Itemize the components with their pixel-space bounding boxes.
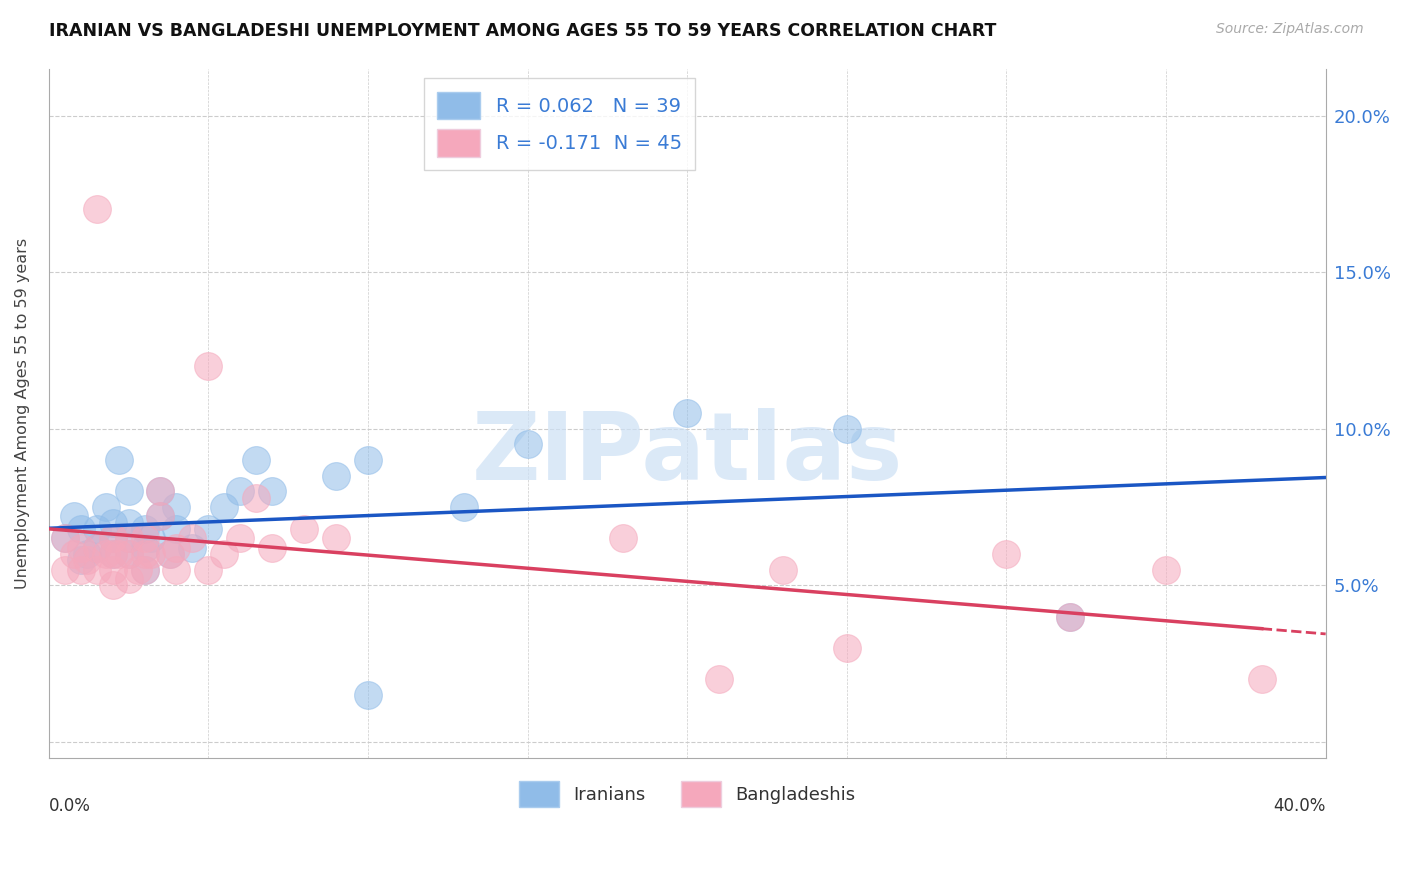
Point xyxy=(262,484,284,499)
Point xyxy=(325,532,347,546)
Point xyxy=(1250,673,1272,687)
Point xyxy=(101,532,124,546)
Point xyxy=(86,541,108,555)
Point xyxy=(245,453,267,467)
Point xyxy=(117,484,139,499)
Point xyxy=(197,522,219,536)
Point xyxy=(69,563,91,577)
Point xyxy=(181,532,204,546)
Point xyxy=(101,547,124,561)
Point xyxy=(76,553,98,567)
Point xyxy=(101,532,124,546)
Point xyxy=(676,406,699,420)
Point xyxy=(1059,609,1081,624)
Legend: Iranians, Bangladeshis: Iranians, Bangladeshis xyxy=(512,774,863,814)
Point xyxy=(197,359,219,373)
Point xyxy=(707,673,730,687)
Point xyxy=(86,541,108,555)
Point xyxy=(453,500,475,514)
Point xyxy=(86,202,108,217)
Point xyxy=(835,640,858,655)
Point xyxy=(835,422,858,436)
Point xyxy=(149,509,172,524)
Point xyxy=(63,547,86,561)
Point xyxy=(139,532,162,546)
Point xyxy=(149,509,172,524)
Point xyxy=(165,541,187,555)
Point xyxy=(69,522,91,536)
Point xyxy=(101,516,124,530)
Point xyxy=(197,563,219,577)
Point xyxy=(69,553,91,567)
Point xyxy=(165,500,187,514)
Point xyxy=(134,522,156,536)
Point xyxy=(53,532,76,546)
Point xyxy=(165,522,187,536)
Point xyxy=(995,547,1018,561)
Point xyxy=(262,541,284,555)
Point xyxy=(108,453,131,467)
Point xyxy=(214,547,236,561)
Point xyxy=(117,532,139,546)
Point xyxy=(165,563,187,577)
Point xyxy=(292,522,315,536)
Point xyxy=(357,453,380,467)
Point xyxy=(214,500,236,514)
Point xyxy=(117,547,139,561)
Point xyxy=(127,563,149,577)
Point xyxy=(108,547,131,561)
Point xyxy=(134,563,156,577)
Point xyxy=(159,547,181,561)
Y-axis label: Unemployment Among Ages 55 to 59 years: Unemployment Among Ages 55 to 59 years xyxy=(15,237,30,589)
Point xyxy=(325,468,347,483)
Point xyxy=(149,484,172,499)
Point xyxy=(612,532,634,546)
Point xyxy=(134,532,156,546)
Point xyxy=(101,563,124,577)
Text: Source: ZipAtlas.com: Source: ZipAtlas.com xyxy=(1216,22,1364,37)
Point xyxy=(53,532,76,546)
Point xyxy=(69,541,91,555)
Point xyxy=(516,437,538,451)
Point xyxy=(229,532,252,546)
Point xyxy=(134,541,156,555)
Point xyxy=(181,541,204,555)
Point xyxy=(117,532,139,546)
Point xyxy=(772,563,794,577)
Text: 0.0%: 0.0% xyxy=(49,797,90,814)
Point xyxy=(101,547,124,561)
Point xyxy=(149,484,172,499)
Point xyxy=(117,572,139,586)
Point xyxy=(159,547,181,561)
Point xyxy=(134,563,156,577)
Text: IRANIAN VS BANGLADESHI UNEMPLOYMENT AMONG AGES 55 TO 59 YEARS CORRELATION CHART: IRANIAN VS BANGLADESHI UNEMPLOYMENT AMON… xyxy=(49,22,997,40)
Point xyxy=(101,578,124,592)
Point xyxy=(139,547,162,561)
Point xyxy=(96,500,118,514)
Point xyxy=(117,516,139,530)
Point xyxy=(53,563,76,577)
Point xyxy=(86,522,108,536)
Point xyxy=(96,547,118,561)
Point xyxy=(245,491,267,505)
Point xyxy=(357,688,380,702)
Point xyxy=(134,547,156,561)
Text: ZIPatlas: ZIPatlas xyxy=(471,409,903,500)
Point xyxy=(76,547,98,561)
Point xyxy=(63,509,86,524)
Point xyxy=(1059,609,1081,624)
Point xyxy=(117,547,139,561)
Point xyxy=(1154,563,1177,577)
Text: 40.0%: 40.0% xyxy=(1274,797,1326,814)
Point xyxy=(229,484,252,499)
Point xyxy=(86,563,108,577)
